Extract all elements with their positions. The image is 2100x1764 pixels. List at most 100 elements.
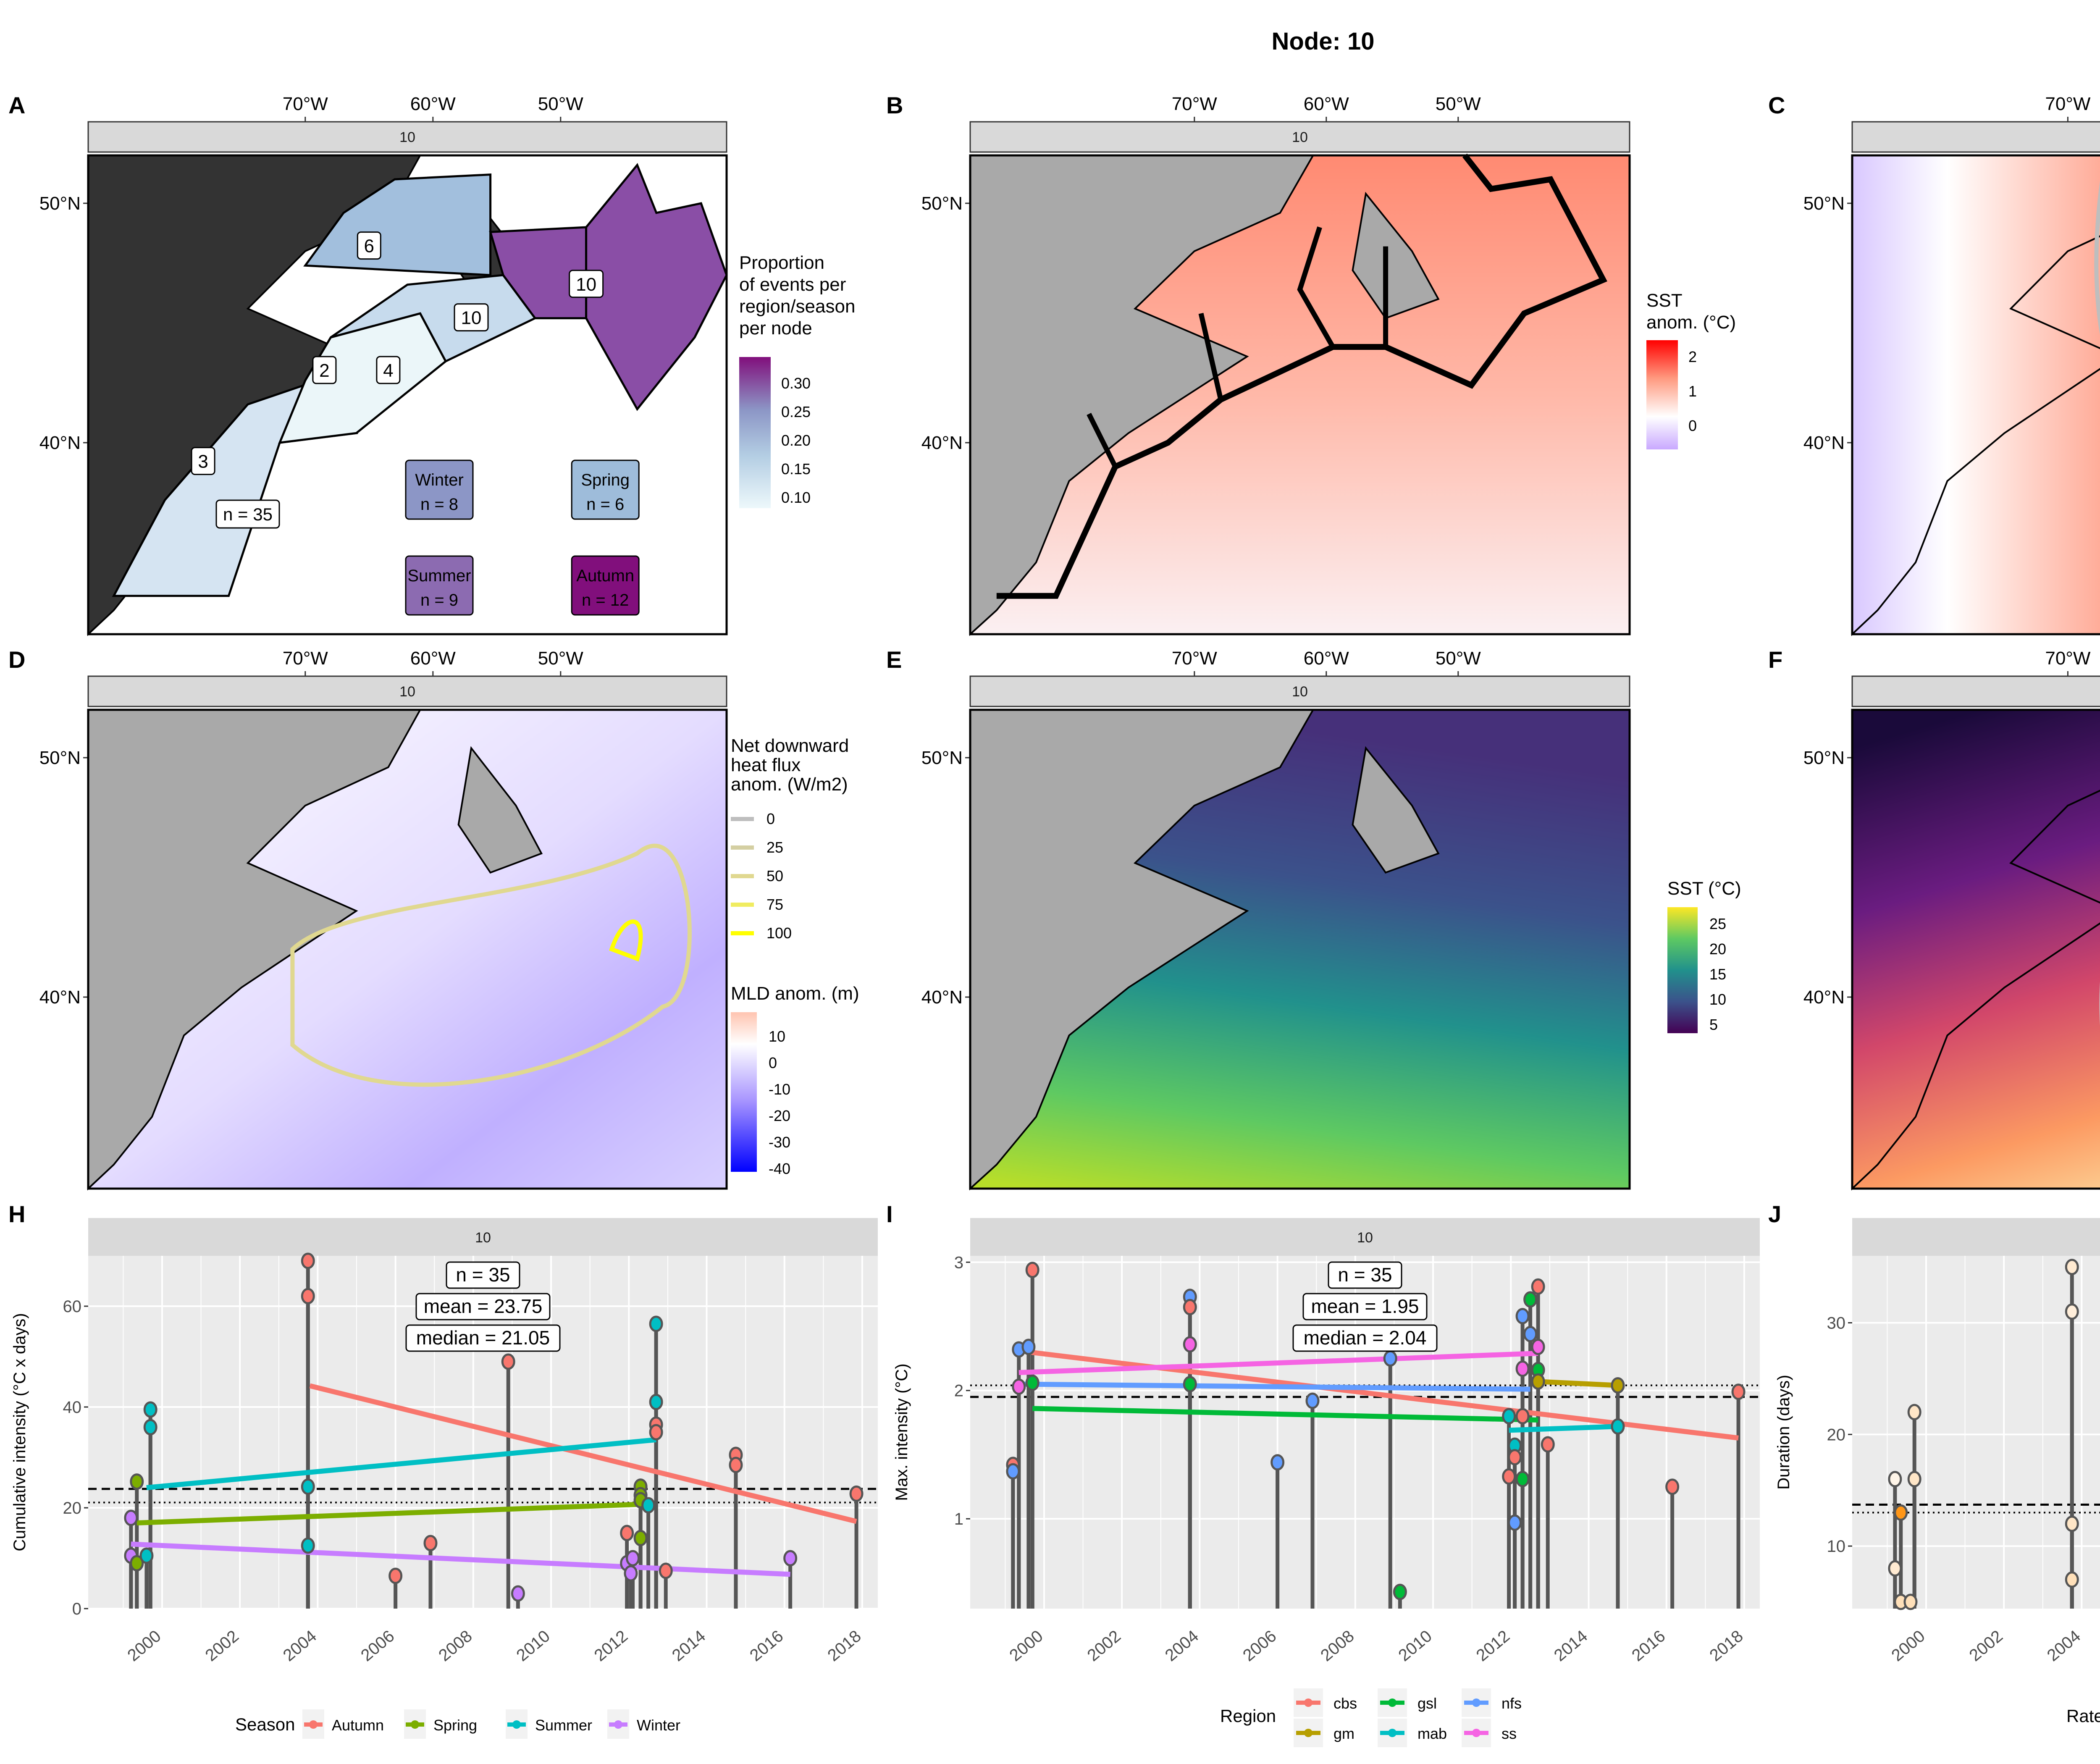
land-mass xyxy=(969,709,1315,1191)
y-axis-label: Duration (days) xyxy=(1774,1375,1793,1489)
map-panel-c: C1070°W60°W50°W50°N40°NMSLP anom.0200400… xyxy=(1768,92,2100,636)
lat-tick-label: 40°N xyxy=(1803,433,1845,453)
legend-tick: 0 xyxy=(769,1054,777,1071)
y-tick-label: 3 xyxy=(954,1253,963,1272)
legend-key-point xyxy=(1304,1698,1312,1707)
data-point xyxy=(1888,1560,1902,1577)
legend-tick: -40 xyxy=(769,1160,790,1177)
region-6 xyxy=(303,173,492,276)
data-point xyxy=(649,1315,663,1332)
legend-key-point xyxy=(1472,1698,1480,1707)
data-point xyxy=(124,1509,138,1526)
data-point xyxy=(301,1537,315,1554)
data-point xyxy=(1383,1350,1397,1367)
data-point xyxy=(1515,1470,1530,1487)
stat-median: median = 2.04 xyxy=(1304,1327,1427,1349)
data-point xyxy=(1665,1478,1680,1495)
stat-box-mean xyxy=(415,1293,551,1320)
legend-tick: 0.25 xyxy=(781,403,811,420)
region-label-box xyxy=(312,356,337,384)
legend-key-point xyxy=(1304,1729,1312,1737)
data-point xyxy=(501,1353,515,1370)
legend-title-line: anom. (°C) xyxy=(1646,312,1736,333)
x-tick-label: 2002 xyxy=(1084,1627,1124,1665)
panel-letter: H xyxy=(8,1201,25,1227)
facet-strip xyxy=(87,121,727,153)
x-tick-label: 2008 xyxy=(435,1627,475,1665)
trend-line xyxy=(131,1541,790,1577)
region-10b xyxy=(585,163,728,411)
lon-tick-label: 50°W xyxy=(538,648,584,669)
legend-tick: 1 xyxy=(1688,383,1697,400)
lon-tick-label: 50°W xyxy=(1436,94,1481,114)
facet-strip xyxy=(1851,675,2100,707)
data-point xyxy=(1502,1408,1516,1425)
data-point xyxy=(1531,1373,1545,1390)
trend-line xyxy=(1538,1379,1618,1388)
data-point xyxy=(1305,1392,1320,1409)
panel-letter: D xyxy=(8,646,25,673)
legend-title-line: of events per xyxy=(739,274,846,295)
data-point xyxy=(301,1478,315,1495)
y-tick-label: 0 xyxy=(72,1600,81,1618)
y-tick-label: 2 xyxy=(954,1382,963,1400)
x-tick-label: 2010 xyxy=(513,1627,553,1665)
data-point xyxy=(1515,1408,1530,1425)
lat-tick-label: 50°N xyxy=(1803,193,1845,214)
x-tick-label: 2018 xyxy=(824,1627,864,1665)
data-point xyxy=(1183,1336,1197,1353)
data-point xyxy=(130,1555,144,1572)
panel-letter: A xyxy=(8,92,25,118)
region-label: 10 xyxy=(576,274,596,295)
data-point xyxy=(2065,1571,2079,1588)
lon-tick-label: 70°W xyxy=(283,648,328,669)
y-tick-label: 30 xyxy=(1827,1314,1846,1332)
legend-title-line: heat flux xyxy=(731,755,801,775)
map-panel-a: A 10 70°W 60°W 50°W 50°N 40°N 6 2 4 3 10 10 n = 35 Win… xyxy=(8,92,855,636)
facet-strip-label: 10 xyxy=(1292,684,1308,700)
land-mass xyxy=(1851,155,2100,636)
legend-colorbar xyxy=(731,1012,757,1172)
data-point xyxy=(1515,1308,1530,1325)
legend-season: Season Autumn Spring Summer Winter xyxy=(235,1709,680,1739)
legend-colorbar xyxy=(1667,907,1698,1033)
legend-label: mab xyxy=(1418,1725,1447,1742)
season-box-autumn xyxy=(571,555,640,616)
lon-tick-label: 70°W xyxy=(283,94,328,114)
chart-panel-j: J102000200220042006200820102012201420162… xyxy=(1768,1201,2100,1665)
data-point xyxy=(423,1535,438,1551)
panel-letter: B xyxy=(886,92,903,118)
lat-tick-label: 40°N xyxy=(1803,987,1845,1008)
newfoundland-island xyxy=(457,746,543,874)
figure-title: Node: 10 xyxy=(1272,28,1375,55)
data-point xyxy=(1531,1278,1545,1295)
stat-n: n = 35 xyxy=(1338,1264,1392,1286)
legend-title: SST (°C) xyxy=(1667,878,1741,899)
legend-label: gsl xyxy=(1418,1695,1437,1712)
heat-flux-contour xyxy=(290,843,692,1087)
x-tick-label: 2006 xyxy=(1239,1627,1280,1665)
newfoundland-island xyxy=(1352,746,1440,874)
data-point xyxy=(130,1473,144,1490)
legend-rate-onset: Rate onset (°C x days)0.10.20.30.40.5 xyxy=(2066,1706,2100,1726)
legend-tick: 0.15 xyxy=(781,460,811,478)
stat-median: median = 21.05 xyxy=(416,1327,550,1349)
legend-tick: 0.10 xyxy=(781,489,811,506)
stat-mean: mean = 23.75 xyxy=(424,1295,543,1317)
land-mass xyxy=(969,155,1315,636)
stat-box-median xyxy=(405,1324,561,1352)
legend-label: Spring xyxy=(433,1717,477,1734)
lon-tick-label: 70°W xyxy=(1172,648,1218,669)
legend-title: Season xyxy=(235,1714,295,1734)
legend-label: 0 xyxy=(766,810,775,827)
legend-tick: 0.30 xyxy=(781,375,811,392)
x-tick-label: 2004 xyxy=(2044,1627,2084,1665)
newfoundland-island xyxy=(1352,192,1440,320)
data-point xyxy=(1531,1339,1545,1355)
region-label: 10 xyxy=(461,308,482,328)
mslp-contour xyxy=(2094,181,2100,335)
data-point xyxy=(1894,1504,1908,1521)
legend-label: gm xyxy=(1334,1725,1354,1742)
lat-tick-label: 40°N xyxy=(39,987,81,1008)
data-point xyxy=(143,1401,158,1418)
